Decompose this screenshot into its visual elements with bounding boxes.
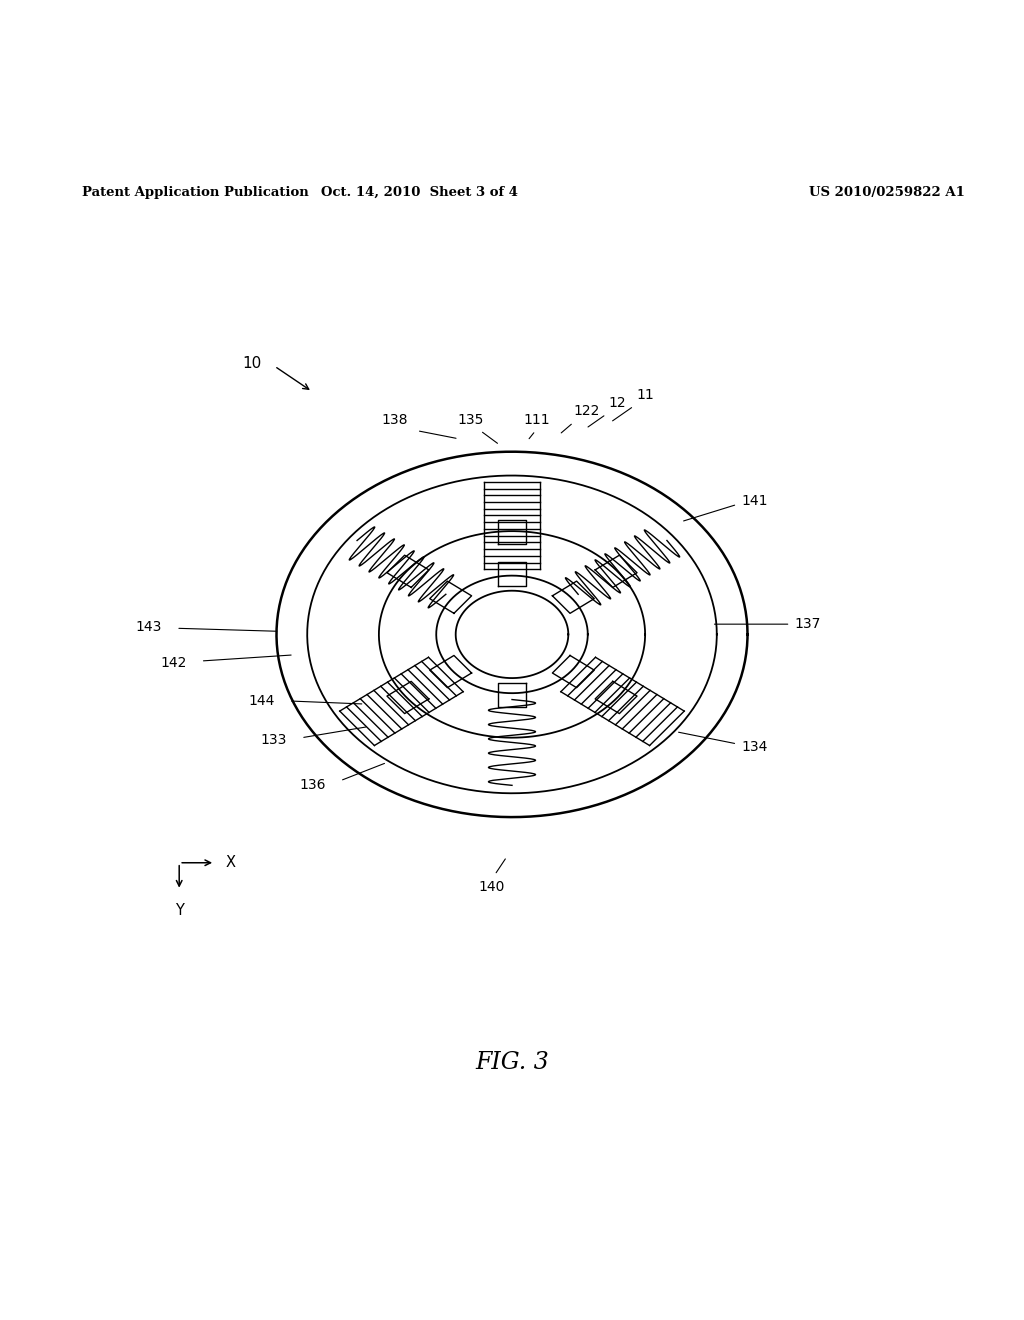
Text: 140: 140 [478, 880, 505, 894]
Text: 142: 142 [160, 656, 186, 671]
Text: 11: 11 [637, 388, 654, 403]
Text: 10: 10 [242, 355, 261, 371]
Text: US 2010/0259822 A1: US 2010/0259822 A1 [809, 186, 965, 199]
Text: 133: 133 [260, 733, 287, 747]
Text: Oct. 14, 2010  Sheet 3 of 4: Oct. 14, 2010 Sheet 3 of 4 [322, 186, 518, 199]
Text: 141: 141 [741, 494, 768, 508]
Text: Patent Application Publication: Patent Application Publication [82, 186, 308, 199]
Text: Y: Y [175, 903, 183, 917]
Text: 137: 137 [795, 618, 821, 631]
Text: 143: 143 [135, 620, 162, 634]
Text: 135: 135 [458, 413, 484, 426]
Text: 138: 138 [381, 413, 408, 426]
Text: 134: 134 [741, 741, 768, 754]
Text: X: X [225, 855, 236, 870]
Text: 12: 12 [608, 396, 626, 411]
Text: 144: 144 [248, 694, 274, 708]
Text: 122: 122 [573, 404, 600, 418]
Text: FIG. 3: FIG. 3 [475, 1051, 549, 1074]
Text: 111: 111 [523, 413, 550, 426]
Text: 136: 136 [299, 777, 326, 792]
